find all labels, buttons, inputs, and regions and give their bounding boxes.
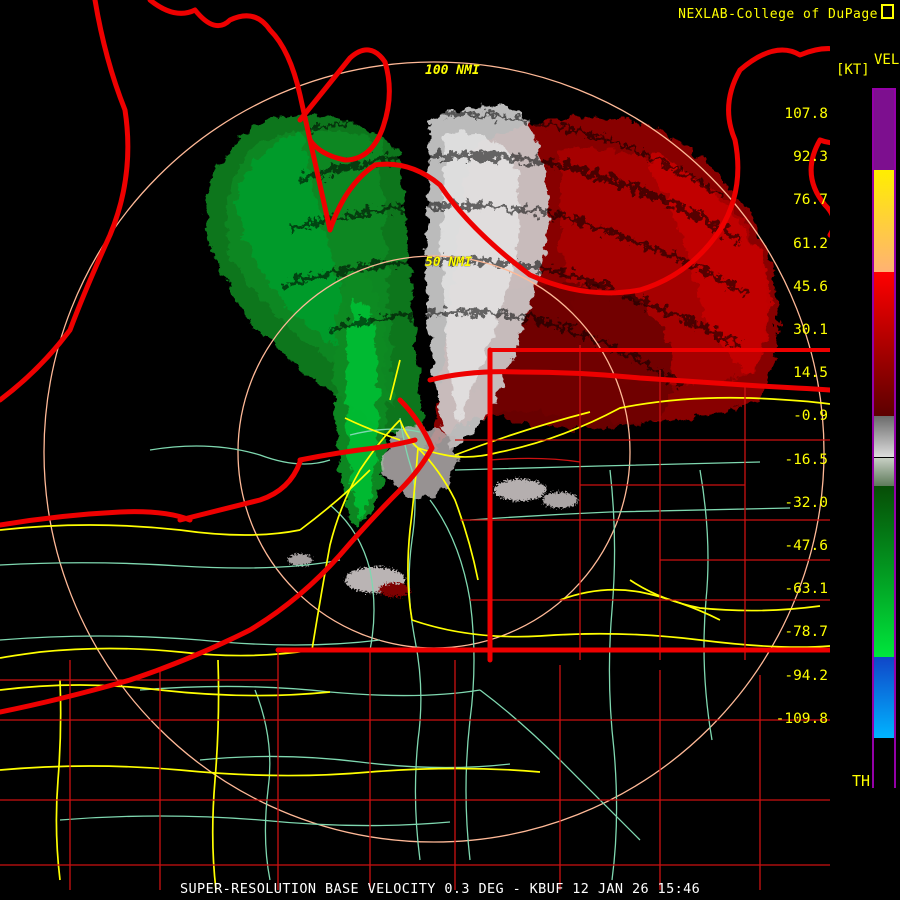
range-ring-label-100nmi: 100 NMI [425, 63, 480, 78]
colorbar-segment-gray-green-fade [874, 457, 894, 487]
velocity-striations [284, 111, 752, 388]
colorbar-tick-4: 45.6 [793, 278, 828, 295]
colorbar-tick-14: -109.8 [775, 710, 828, 727]
radar-map[interactable]: 100 NMI 50 NMI [0, 0, 830, 900]
header-source: NEXLAB-College of DuPage [678, 4, 894, 22]
velocity-colorbar-legend: VEL [KT] TH 107.8 92.3 76.7 61.2 45.6 30.1 14.… [776, 0, 900, 900]
colorbar-segment-yellow-orange [874, 169, 894, 272]
colorbar-tick-6: 14.5 [793, 365, 828, 382]
colorbar-tick-12: -78.7 [784, 624, 828, 641]
colorbar-segment-black-nodata [874, 738, 894, 790]
colorbar-tick-10: -47.6 [784, 538, 828, 554]
text-cursor-icon [881, 4, 894, 19]
colorbar-tick-2: 76.7 [793, 192, 828, 209]
colorbar-tick-13: -94.2 [784, 667, 828, 684]
colorbar-tick-5: 30.1 [793, 322, 828, 338]
colorbar-segment-gray-zero [874, 416, 894, 458]
colorbar-tick-7: -0.9 [793, 408, 828, 425]
state-border-layer [0, 0, 830, 715]
range-ring-100nmi [43, 61, 825, 843]
colorbar-tick-1: 92.3 [793, 149, 828, 166]
legend-title: VEL [874, 52, 900, 68]
colorbar-segment-green-inbound [874, 486, 894, 657]
legend-footer-label: TH [852, 772, 871, 790]
colorbar-tick-0: 107.8 [784, 106, 828, 122]
colorbar-tick-3: 61.2 [793, 235, 828, 252]
colorbar-segment-blue-extreme [874, 657, 894, 739]
range-ring-label-50nmi: 50 NMI [425, 255, 472, 270]
scattered-echoes [288, 479, 578, 597]
colorbar-segment-purple-extreme [874, 90, 894, 170]
colorbar[interactable] [872, 88, 896, 790]
radar-map-canvas[interactable] [0, 0, 830, 900]
header-source-text: NEXLAB-College of DuPage [678, 7, 878, 22]
colorbar-tick-8: -16.5 [784, 451, 828, 468]
colorbar-segment-red-outbound [874, 272, 894, 417]
colorbar-tick-9: -32.0 [784, 494, 828, 511]
status-bar: SUPER-RESOLUTION BASE VELOCITY 0.3 DEG -… [180, 881, 701, 897]
legend-units: [KT] [836, 62, 870, 78]
colorbar-tick-11: -63.1 [784, 581, 828, 598]
